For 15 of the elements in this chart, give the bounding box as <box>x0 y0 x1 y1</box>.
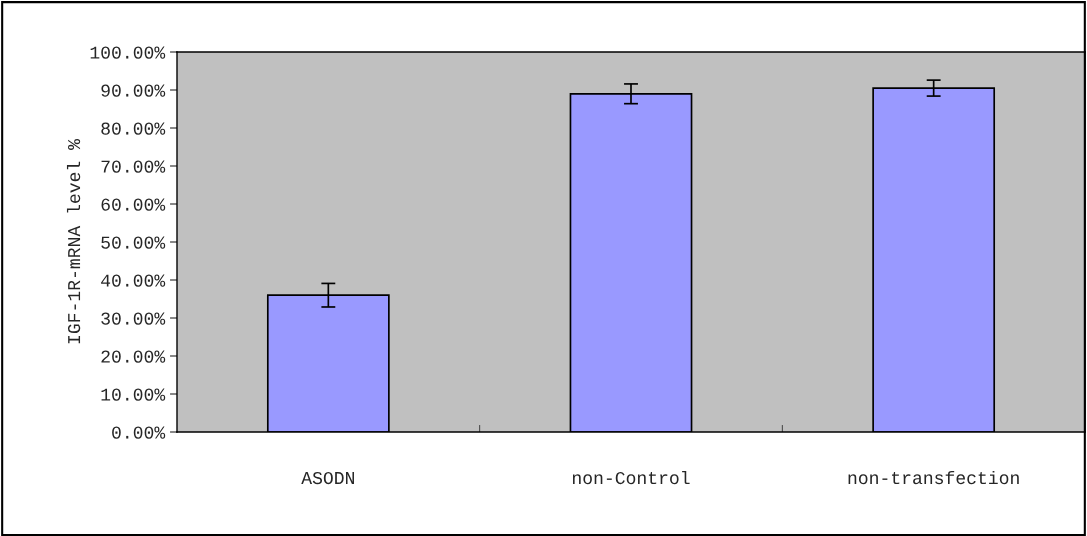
x-tick-label: non-Control <box>572 470 690 485</box>
y-tick-label: 70.00% <box>101 160 166 173</box>
y-tick-label: 80.00% <box>101 122 166 135</box>
y-tick-label: 0.00% <box>112 426 166 439</box>
y-tick-label: 90.00% <box>101 84 166 97</box>
y-tick-label: 30.00% <box>101 312 166 325</box>
y-axis-title: IGF-1R-mRNA level % <box>66 139 81 344</box>
y-tick-label: 20.00% <box>101 350 166 363</box>
y-tick-label: 10.00% <box>101 388 166 401</box>
x-tick-label: non-transfection <box>848 470 1019 485</box>
y-tick-label: 60.00% <box>101 198 166 211</box>
x-tick-label: ASODN <box>301 471 354 485</box>
y-tick-label: 40.00% <box>101 274 166 287</box>
y-tick-label: 50.00% <box>101 236 166 249</box>
y-tick-label: 100.00% <box>90 46 166 59</box>
